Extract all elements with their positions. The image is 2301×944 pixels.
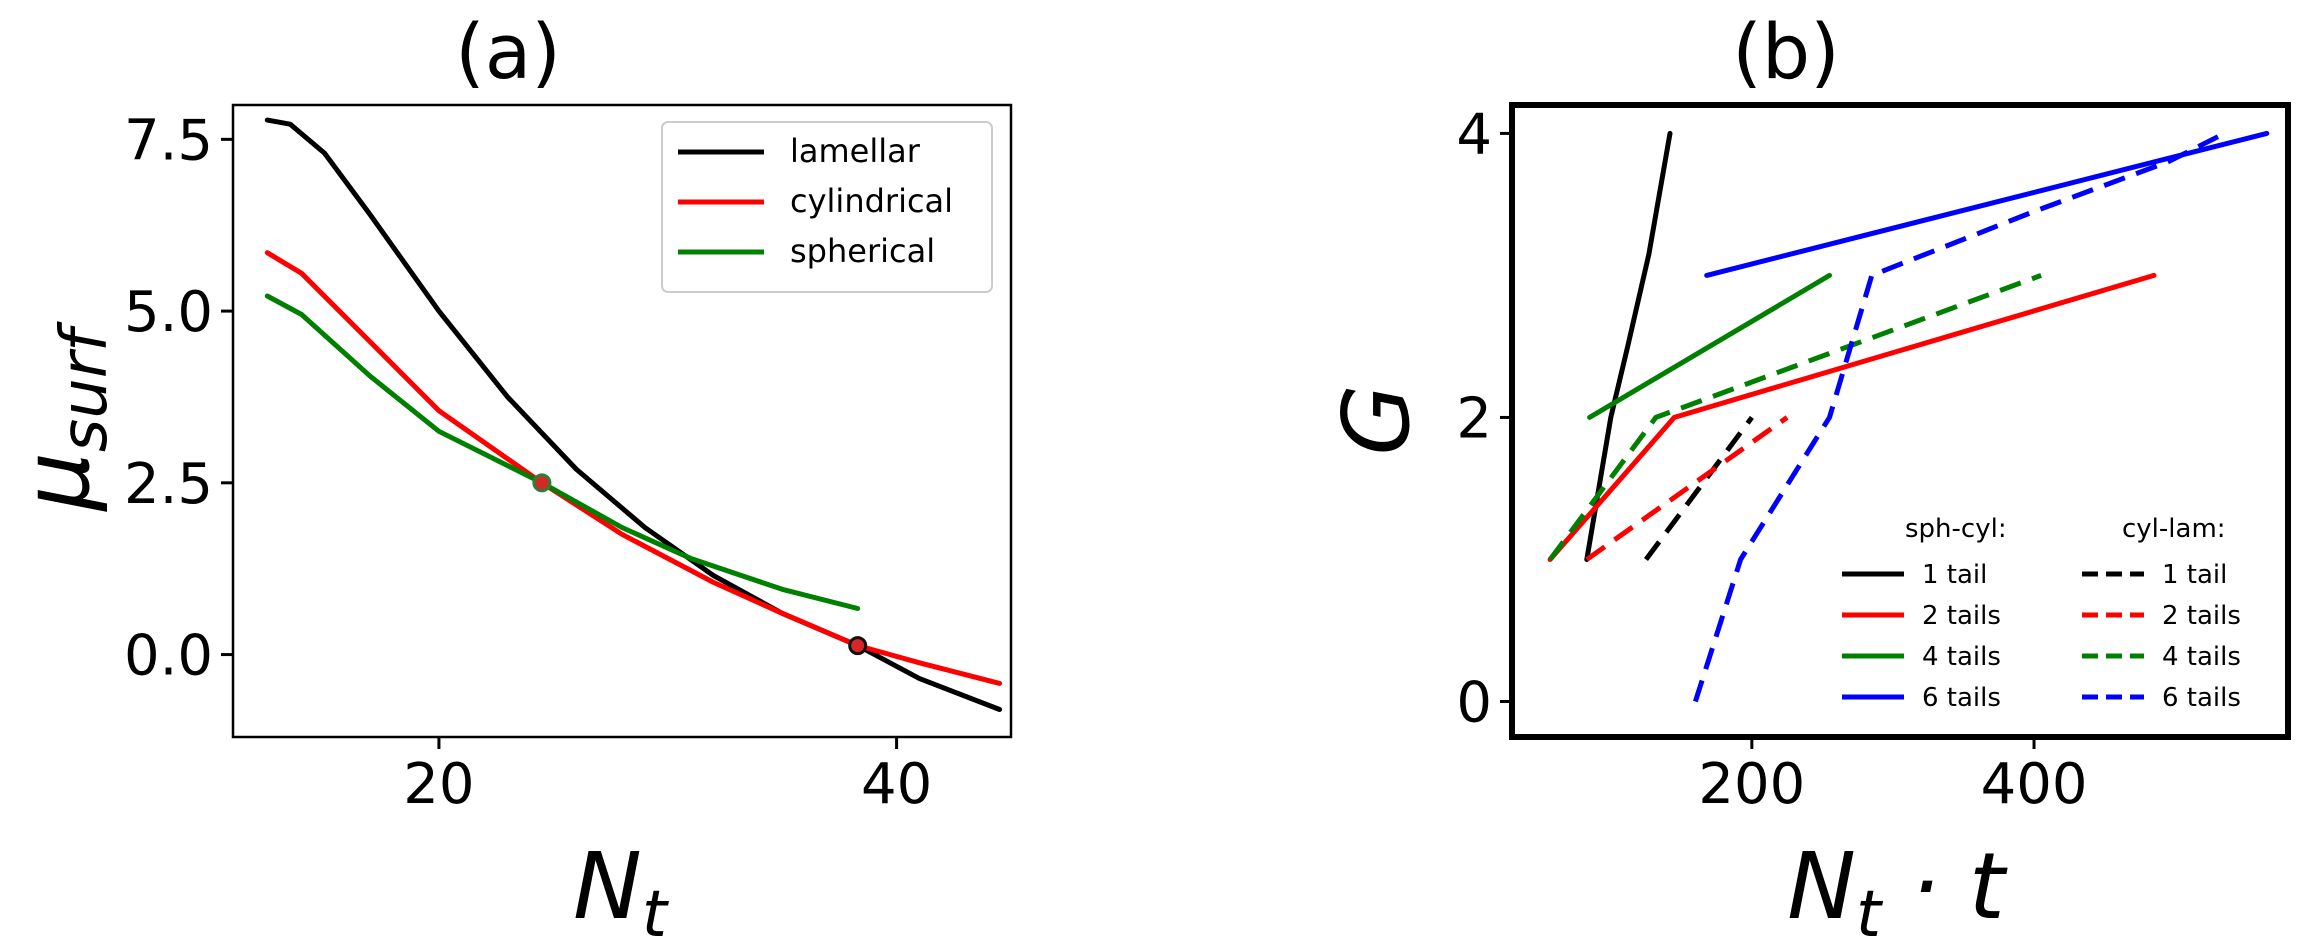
panel-b-series: [1547, 130, 2270, 703]
panel-b-series-sph-cyl-4-tails: [1587, 272, 1832, 420]
panel-a-x-ticks: 20 40: [403, 737, 932, 817]
panel-b-y-ticks: 0 2 4: [1456, 102, 1512, 735]
panel-b-series-sph-cyl-2-tails: [1547, 272, 2157, 562]
legend-label-lamellar: lamellar: [790, 132, 921, 170]
panel-a-y-tick-label: 5.0: [124, 280, 213, 345]
panel-b-y-tick-label: 0: [1456, 670, 1492, 735]
panel-a-markers: [532, 473, 868, 656]
panel-a-title: (a): [455, 7, 561, 96]
panel-b-legend-title-cyl-lam: cyl-lam:: [2122, 514, 2226, 544]
panel-b-title: (b): [1732, 7, 1840, 96]
legend-label-cyl-lam-6-tails: 6 tails: [2162, 683, 2241, 713]
legend-label-spherical: spherical: [790, 232, 935, 270]
panel-a-y-tick-label: 7.5: [124, 108, 213, 173]
legend-label-sph-cyl-4-tails: 4 tails: [1922, 642, 2001, 672]
panel-a-legend: lamellar cylindrical spherical: [661, 121, 993, 293]
panel-a-y-tick-label: 0.0: [124, 624, 213, 689]
panel-a-y-ticks: 0.0 2.5 5.0 7.5: [124, 108, 233, 689]
panel-b-legend-title-sph-cyl: sph-cyl:: [1905, 514, 2007, 544]
legend-label-cyl-lam-1-tail: 1 tail: [2162, 560, 2227, 590]
panel-b-series-sph-cyl-1-tail: [1584, 130, 1673, 562]
panel-b-x-axis-label: Nt · t: [1787, 833, 2008, 944]
panel-a: (a) 20 40 0.02.55.07.5 Nt μsurf lamellarc…: [3, 7, 1013, 944]
panel-a-x-label-sub: t: [642, 878, 670, 944]
panel-b-x-tick-label: 200: [1698, 752, 1805, 817]
panel-a-y-label-sub: surf: [48, 321, 122, 452]
panel-b-x-ticks: 200 400: [1698, 737, 2087, 817]
panel-a-y-label-base: μ: [3, 452, 110, 513]
panel-b-frame: [1509, 102, 2291, 740]
legend-label-cyl-lam-2-tails: 2 tails: [2162, 601, 2241, 631]
panel-a-y-axis-label: μsurf: [3, 321, 122, 513]
legend-label-cyl-lam-4-tails: 4 tails: [2162, 642, 2241, 672]
panel-a-x-tick-label: 20: [403, 752, 474, 817]
panel-b-series-cyl-lam-6-tails: [1693, 131, 2226, 703]
panel-b-x-tick-label: 400: [1981, 752, 2088, 817]
panel-a-intersection-marker-2: [848, 636, 868, 656]
panel-b-y-tick-label: 4: [1456, 102, 1492, 167]
panel-a-x-label-base: N: [573, 833, 642, 940]
legend-label-sph-cyl-1-tail: 1 tail: [1922, 560, 1987, 590]
legend-label-sph-cyl-6-tails: 6 tails: [1922, 683, 2001, 713]
panel-b-series-cyl-lam-2-tails: [1585, 415, 1789, 562]
panel-b: (b) 200 400 0 2 4 Nt · t G sph-cyl: cyl-lam…: [1323, 7, 2291, 944]
panel-b-legend-items: 1 tail 2 tails 4 tails 6 tails 1 tail 2 tails…: [1842, 560, 2241, 713]
panel-b-x-label-base: N: [1787, 833, 1856, 940]
panel-b-series-cyl-lam-4-tails: [1548, 273, 2042, 561]
panel-a-x-axis-label: Nt: [573, 833, 670, 944]
panel-b-y-tick-label: 2: [1456, 386, 1492, 451]
legend-label-cylindrical: cylindrical: [790, 182, 953, 220]
legend-label-sph-cyl-2-tails: 2 tails: [1922, 601, 2001, 631]
panel-a-x-tick-label: 40: [861, 752, 932, 817]
panel-b-series-cyl-lam-1-tail: [1643, 415, 1754, 561]
panel-a-series-cylindrical: [264, 250, 1003, 686]
panel-a-frame: [231, 103, 1013, 739]
panel-b-x-label-rest: · t: [1881, 833, 2008, 940]
panel-b-y-axis-label: G: [1323, 384, 1430, 455]
panel-a-legend-items: lamellar cylindrical spherical: [678, 132, 953, 270]
panel-b-x-label-sub: t: [1856, 878, 1884, 944]
panel-a-y-tick-label: 2.5: [124, 452, 213, 517]
panel-a-intersection-marker-1: [532, 473, 552, 493]
panel-b-legend: sph-cyl: cyl-lam: 1 tail 2 tails 4 tails 6 …: [1842, 514, 2241, 713]
